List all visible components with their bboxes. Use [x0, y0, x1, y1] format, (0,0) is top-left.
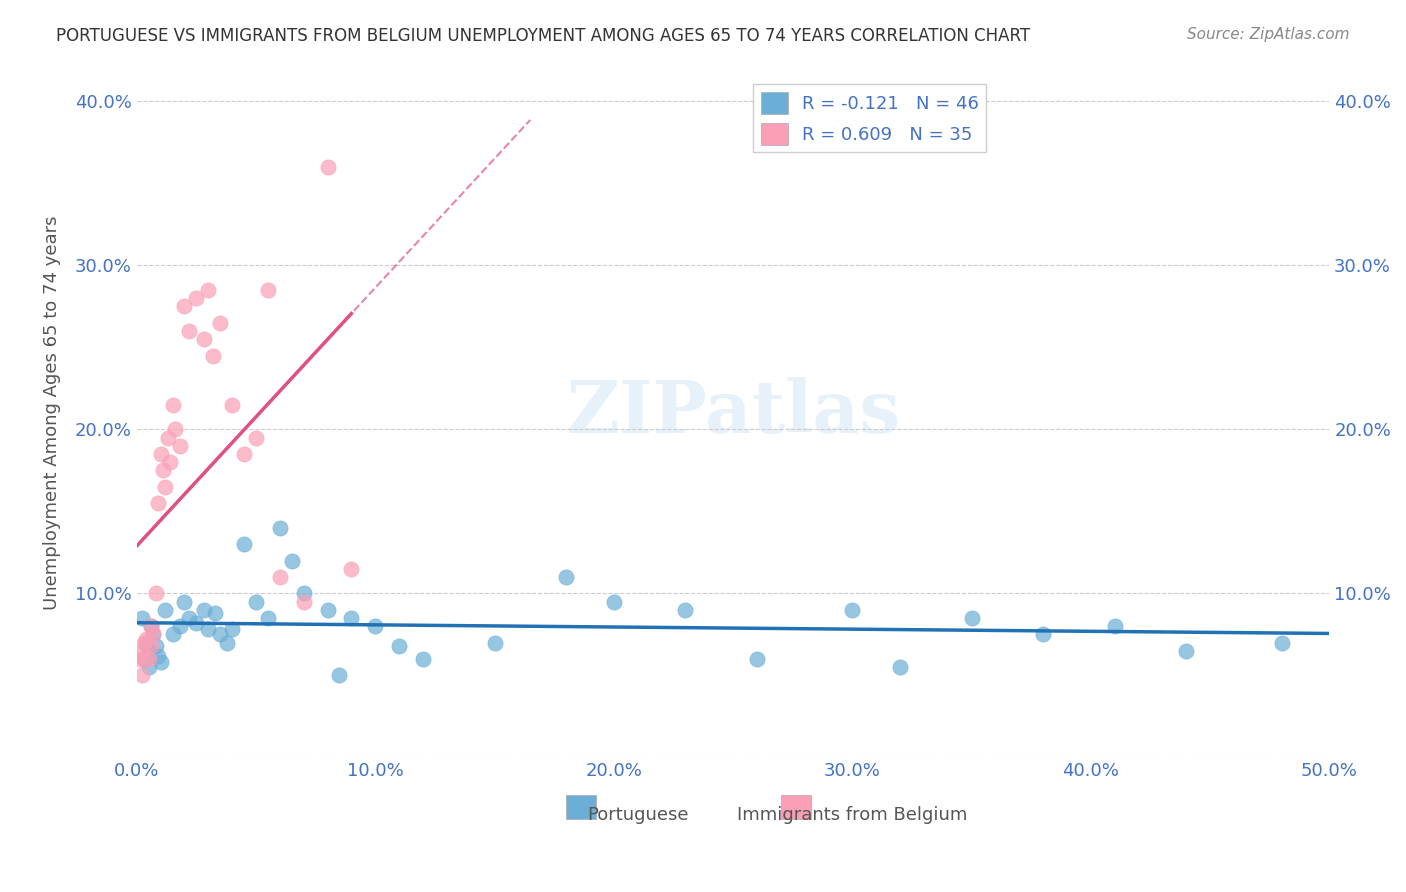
Point: [132, 635, 155, 649]
Point: [233, 447, 256, 461]
Point: [155, 603, 177, 617]
Text: Portuguese: Portuguese: [586, 805, 689, 823]
Point: [960, 611, 983, 625]
Point: [340, 562, 363, 576]
Point: [139, 639, 162, 653]
Point: [412, 652, 434, 666]
Point: [138, 652, 160, 666]
Bar: [780, 796, 810, 820]
Point: [162, 398, 184, 412]
Point: [245, 431, 267, 445]
Point: [169, 619, 191, 633]
Point: [131, 611, 153, 625]
Point: [217, 635, 239, 649]
Point: [233, 537, 256, 551]
Point: [132, 652, 155, 666]
Point: [132, 652, 155, 666]
Point: [155, 480, 177, 494]
Text: PORTUGUESE VS IMMIGRANTS FROM BELGIUM UNEMPLOYMENT AMONG AGES 65 TO 74 YEARS COR: PORTUGUESE VS IMMIGRANTS FROM BELGIUM UN…: [56, 27, 1031, 45]
Text: Source: ZipAtlas.com: Source: ZipAtlas.com: [1187, 27, 1350, 42]
Point: [138, 644, 160, 658]
Point: [197, 283, 219, 297]
Point: [159, 455, 181, 469]
Point: [197, 623, 219, 637]
Point: [388, 639, 411, 653]
Point: [193, 603, 215, 617]
Point: [152, 463, 174, 477]
Point: [1175, 644, 1198, 658]
Point: [269, 570, 291, 584]
Point: [138, 660, 160, 674]
Bar: [567, 796, 596, 820]
Point: [145, 586, 167, 600]
Point: [202, 349, 225, 363]
Point: [186, 291, 208, 305]
Point: [484, 635, 506, 649]
Point: [204, 606, 226, 620]
Point: [221, 398, 243, 412]
Y-axis label: Unemployment Among Ages 65 to 74 years: Unemployment Among Ages 65 to 74 years: [44, 216, 60, 610]
Point: [179, 611, 201, 625]
Point: [173, 594, 195, 608]
Point: [131, 644, 153, 658]
Point: [139, 619, 162, 633]
Point: [1032, 627, 1054, 641]
Point: [142, 627, 165, 641]
Point: [1270, 635, 1292, 649]
Point: [316, 160, 339, 174]
Text: Immigrants from Belgium: Immigrants from Belgium: [737, 805, 967, 823]
Point: [186, 615, 208, 630]
Point: [148, 496, 170, 510]
Point: [148, 648, 170, 663]
Text: ZIPatlas: ZIPatlas: [567, 377, 900, 449]
Point: [889, 660, 911, 674]
Point: [292, 586, 315, 600]
Point: [145, 639, 167, 653]
Point: [292, 594, 315, 608]
Point: [139, 619, 162, 633]
Point: [142, 627, 165, 641]
Point: [163, 422, 186, 436]
Point: [135, 635, 157, 649]
Point: [128, 652, 150, 666]
Point: [257, 611, 280, 625]
Point: [221, 623, 243, 637]
Point: [162, 627, 184, 641]
Point: [173, 299, 195, 313]
Point: [555, 570, 578, 584]
Point: [193, 332, 215, 346]
Point: [1104, 619, 1126, 633]
Point: [269, 521, 291, 535]
Point: [149, 447, 172, 461]
Point: [131, 668, 153, 682]
Point: [179, 324, 201, 338]
Point: [209, 316, 232, 330]
Point: [841, 603, 863, 617]
Point: [257, 283, 280, 297]
Point: [316, 603, 339, 617]
Legend: R = -0.121   N = 46, R = 0.609   N = 35: R = -0.121 N = 46, R = 0.609 N = 35: [754, 85, 987, 152]
Point: [364, 619, 387, 633]
Point: [281, 553, 304, 567]
Point: [209, 627, 232, 641]
Point: [245, 594, 267, 608]
Point: [149, 655, 172, 669]
Point: [135, 632, 157, 647]
Point: [169, 439, 191, 453]
Point: [328, 668, 350, 682]
Point: [603, 594, 626, 608]
Point: [745, 652, 768, 666]
Point: [673, 603, 696, 617]
Point: [340, 611, 363, 625]
Point: [156, 431, 179, 445]
